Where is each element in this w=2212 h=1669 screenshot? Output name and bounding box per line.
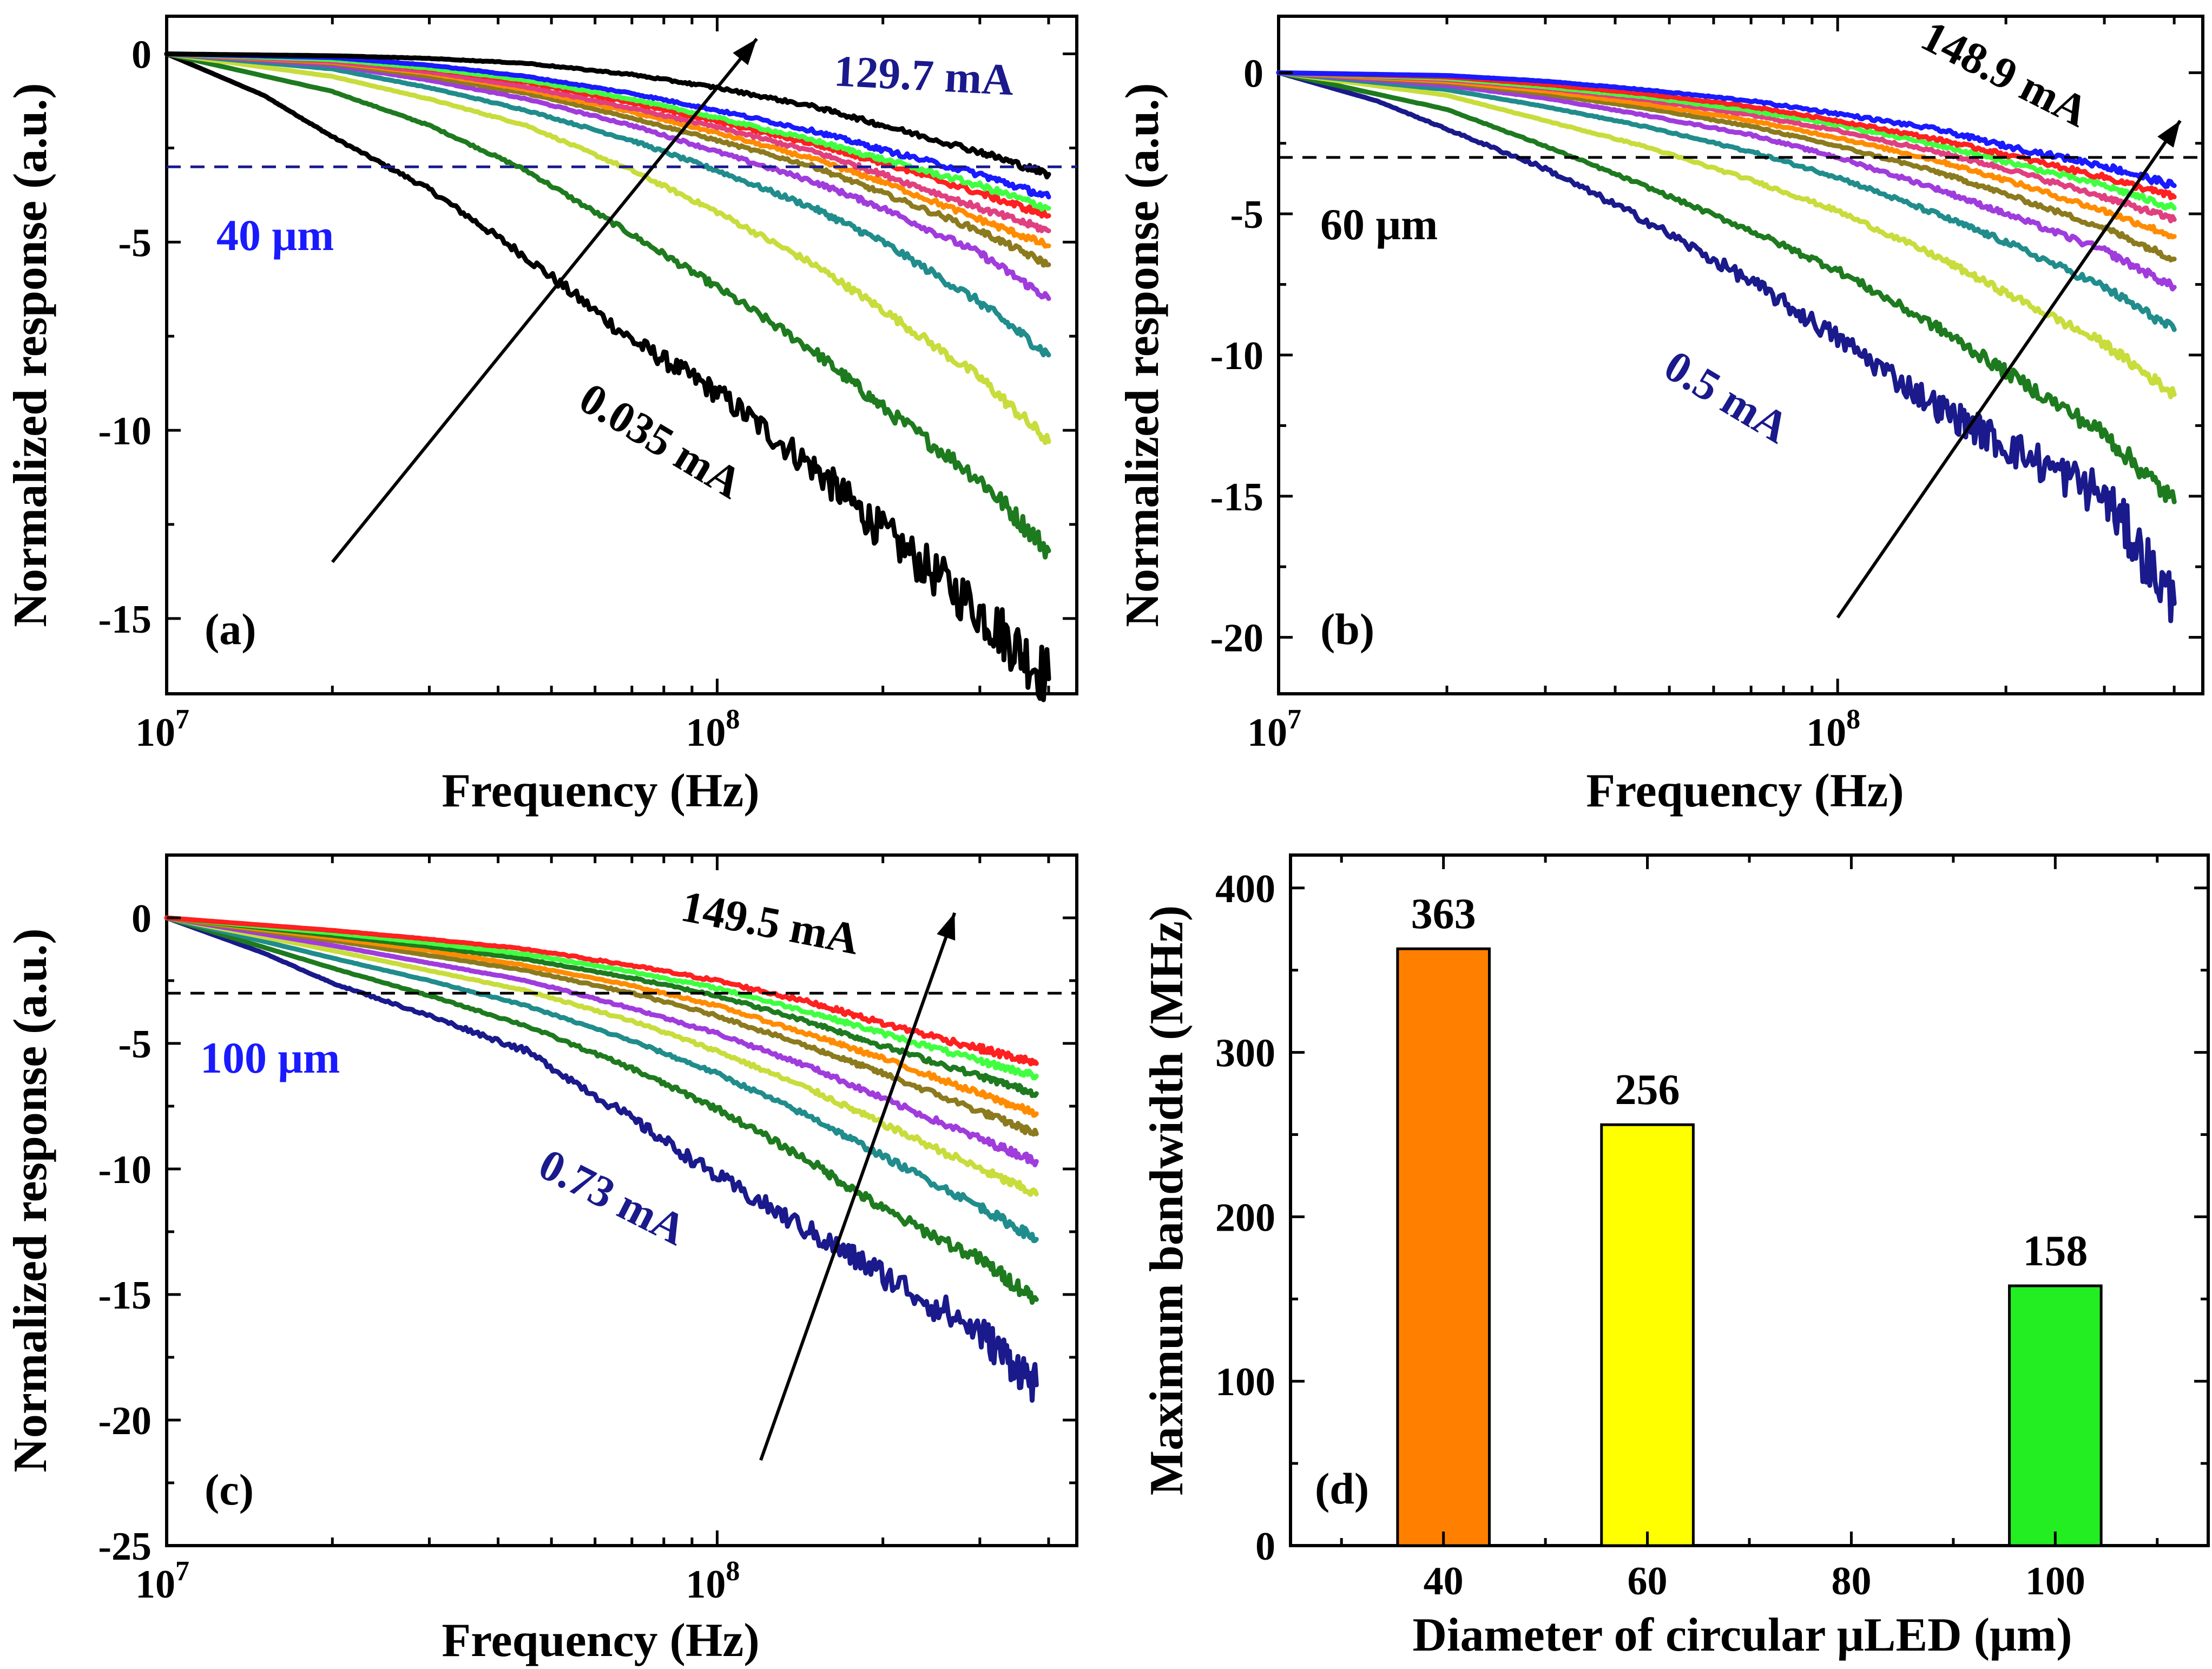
- series-line: [164, 915, 1039, 1137]
- series-line: [1276, 70, 2177, 623]
- series-line: [164, 915, 1039, 1118]
- current-arrow: [331, 37, 758, 563]
- arrow-head: [733, 38, 757, 65]
- chart-panel-a: 0 -5 -10 -15 107 108 Frequency (Hz) Normalize…: [4, 15, 1078, 817]
- x-tick-label: 107: [135, 1556, 189, 1607]
- y-tick-label: 300: [1215, 1031, 1275, 1076]
- panel-label: (c): [205, 1465, 254, 1514]
- series-line: [164, 51, 1051, 358]
- x-axis-label: Frequency (Hz): [1586, 765, 1904, 817]
- y-tick-label: -10: [1210, 334, 1263, 378]
- series-line: [164, 51, 1051, 200]
- x-tick-label: 108: [686, 1556, 740, 1607]
- y-tick-label: -20: [1210, 616, 1263, 661]
- series-line: [164, 915, 1039, 1167]
- x-tick-label: 40: [1424, 1559, 1464, 1604]
- series-line: [164, 51, 1051, 180]
- bar-value-label: 256: [1615, 1066, 1680, 1114]
- series-line: [1276, 70, 2177, 292]
- y-axis-label: Normalized response (a.u.): [4, 928, 57, 1472]
- series-line: [1276, 70, 2177, 332]
- series-line: [1276, 70, 2177, 504]
- panel-label: (d): [1315, 1464, 1369, 1513]
- y-tick-label: 0: [131, 897, 152, 941]
- series-line: [164, 915, 1039, 1403]
- plot-frame: [165, 853, 1078, 1547]
- bar-value-label: 363: [1411, 890, 1476, 938]
- series-line: [164, 915, 1039, 1067]
- x-axis-label: Diameter of circular μLED (μm): [1412, 1609, 2072, 1661]
- y-tick-label: -10: [98, 409, 152, 454]
- series-line: [164, 915, 1039, 1305]
- x-axis-label: Frequency (Hz): [442, 1614, 759, 1667]
- plot-frame: [165, 15, 1078, 695]
- y-tick-label: 0: [131, 33, 152, 77]
- current-arrow: [759, 912, 957, 1461]
- y-tick-label: -15: [1210, 475, 1263, 520]
- x-tick-label: 107: [135, 704, 189, 755]
- x-tick-label: 80: [1831, 1559, 1871, 1604]
- y-tick-label: -25: [98, 1525, 152, 1569]
- bar-value-label: 158: [2023, 1227, 2088, 1275]
- y-axis-label: Normalized response (a.u.): [1116, 83, 1169, 627]
- size-label: 100 μm: [200, 1033, 340, 1082]
- panel-label: (a): [205, 604, 256, 654]
- bar: [1600, 1123, 1695, 1547]
- y-tick-label: 0: [1243, 51, 1263, 96]
- y-tick-label: 200: [1215, 1195, 1275, 1240]
- bar: [1396, 947, 1491, 1547]
- chart-panel-d: 363 256 158 0 100 200 300 400 40 60 80 100 Diamete…: [1141, 853, 2210, 1661]
- y-tick-label: -15: [98, 597, 152, 642]
- series-group: [164, 37, 1077, 702]
- series-group: [1276, 70, 2203, 623]
- series-line: [164, 915, 1039, 1243]
- high-current-label: 129.7 mA: [833, 46, 1015, 104]
- series-line: [164, 51, 1051, 445]
- series-line: [164, 915, 1039, 1081]
- x-tick-label: 107: [1247, 704, 1301, 755]
- y-tick-label: -5: [118, 221, 152, 265]
- y-tick-label: -15: [98, 1273, 152, 1318]
- x-axis-label: Frequency (Hz): [442, 765, 759, 817]
- size-label: 40 μm: [216, 211, 334, 260]
- series-line: [164, 51, 1051, 233]
- panel-label: (b): [1320, 604, 1374, 654]
- y-axis-label: Maximum bandwidth (MHz): [1141, 905, 1193, 1495]
- y-tick-label: 400: [1215, 867, 1275, 911]
- current-arrow: [1836, 120, 2182, 619]
- series-line: [1276, 70, 2177, 189]
- y-tick-label: 100: [1215, 1360, 1275, 1404]
- series-line: [164, 51, 1051, 702]
- bar: [2008, 1284, 2103, 1547]
- x-tick-label: 100: [2025, 1559, 2085, 1604]
- x-tick-label: 108: [686, 704, 740, 755]
- series-line: [164, 51, 1051, 560]
- series-line: [1276, 70, 2177, 399]
- series-line: [164, 51, 1051, 212]
- y-tick-label: -10: [98, 1148, 152, 1192]
- y-tick-label: 0: [1255, 1525, 1275, 1569]
- arrow-head: [937, 912, 956, 941]
- series-group: [164, 912, 1077, 1461]
- series-line: [164, 915, 1039, 1098]
- y-axis-label: Normalized response (a.u.): [4, 83, 57, 627]
- x-tick-label: 60: [1628, 1559, 1668, 1604]
- chart-panel-b: 0 -5 -10 -15 -20 107 108 Frequency (Hz) Normal…: [1116, 11, 2204, 817]
- arrow-head: [2157, 121, 2181, 148]
- series-line: [164, 915, 1039, 1197]
- size-label: 60 μm: [1320, 200, 1438, 249]
- y-tick-label: -20: [98, 1399, 152, 1443]
- x-tick-label: 108: [1806, 704, 1860, 755]
- y-tick-label: -5: [118, 1022, 152, 1067]
- y-tick-label: -5: [1230, 193, 1263, 237]
